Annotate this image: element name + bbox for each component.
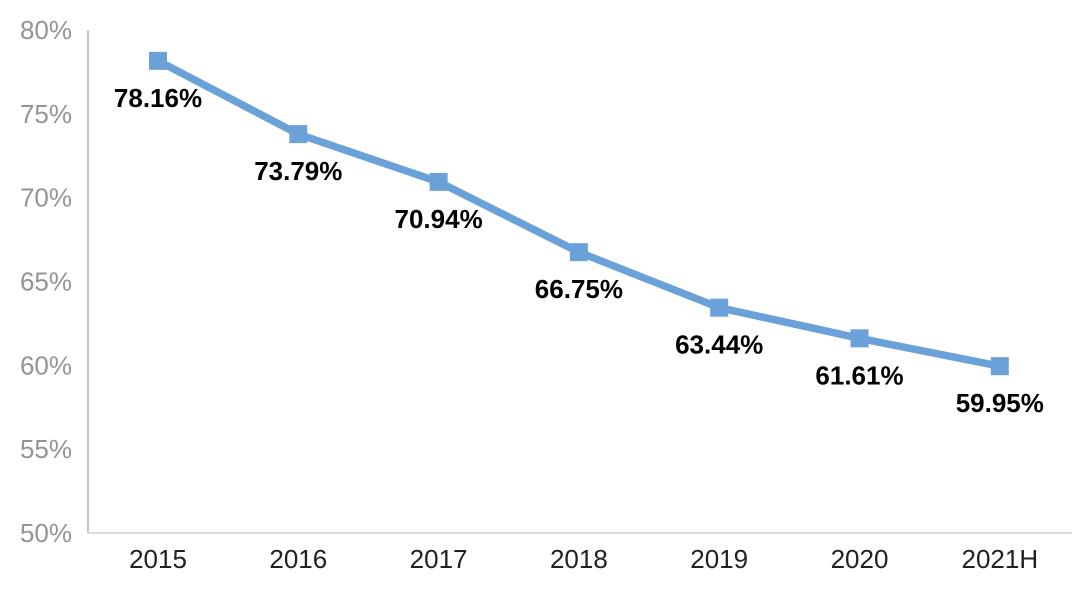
y-tick-label: 70% bbox=[20, 183, 72, 213]
data-point-marker bbox=[149, 51, 167, 70]
data-point-label: 59.95% bbox=[956, 388, 1044, 418]
x-tick-label: 2021H bbox=[961, 544, 1038, 574]
x-tick-label: 2016 bbox=[269, 544, 327, 574]
data-point-label: 63.44% bbox=[675, 330, 763, 360]
data-point-marker bbox=[429, 172, 448, 191]
data-point-marker bbox=[710, 298, 729, 317]
data-point-label: 78.16% bbox=[114, 83, 202, 113]
data-point-marker bbox=[990, 357, 1009, 376]
x-tick-label: 2020 bbox=[831, 544, 889, 574]
y-tick-label: 75% bbox=[20, 99, 72, 129]
y-tick-label: 80% bbox=[20, 15, 72, 45]
y-tick-label: 65% bbox=[20, 267, 72, 297]
data-point-label: 73.79% bbox=[254, 156, 342, 186]
data-point-marker bbox=[569, 243, 588, 262]
data-point-label: 61.61% bbox=[815, 360, 903, 390]
y-tick-label: 55% bbox=[20, 434, 72, 464]
x-tick-label: 2015 bbox=[129, 544, 187, 574]
x-tick-label: 2019 bbox=[690, 544, 748, 574]
data-point-marker bbox=[850, 329, 869, 348]
y-tick-label: 60% bbox=[20, 350, 72, 380]
x-tick-label: 2017 bbox=[410, 544, 468, 574]
data-point-marker bbox=[289, 125, 308, 144]
data-series-line bbox=[156, 57, 1001, 370]
y-tick-label: 50% bbox=[20, 518, 72, 548]
data-point-label: 70.94% bbox=[395, 204, 483, 234]
data-point-label: 66.75% bbox=[535, 274, 623, 304]
x-tick-label: 2018 bbox=[550, 544, 608, 574]
